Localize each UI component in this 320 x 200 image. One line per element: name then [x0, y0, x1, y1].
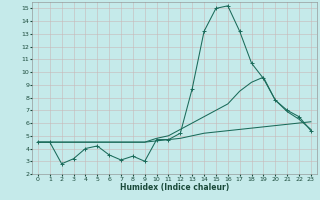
X-axis label: Humidex (Indice chaleur): Humidex (Indice chaleur) — [120, 183, 229, 192]
